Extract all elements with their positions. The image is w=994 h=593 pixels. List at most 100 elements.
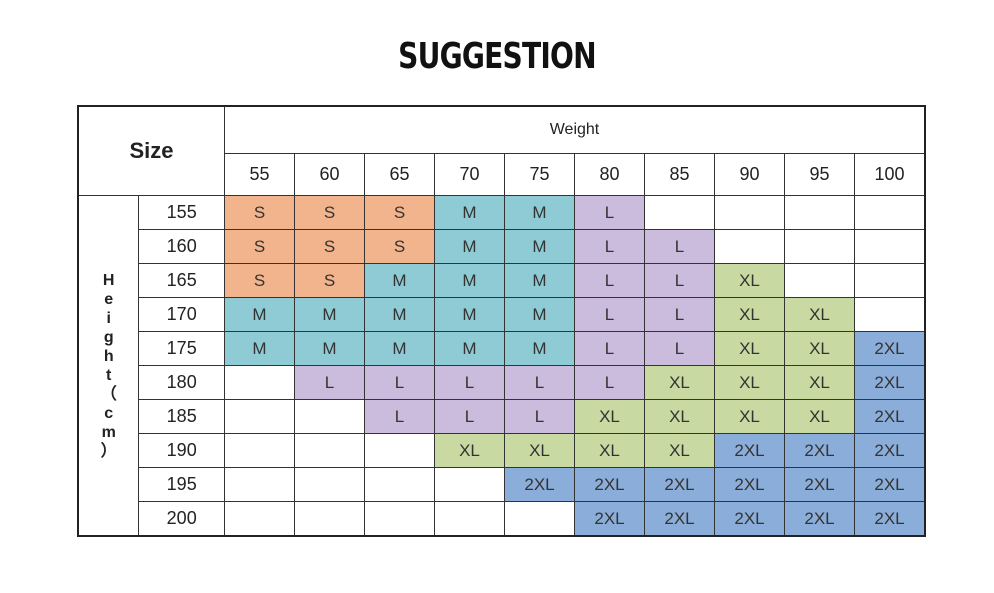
size-cell: XL: [714, 263, 785, 298]
size-cell: 2XL: [644, 467, 715, 502]
height-value: 195: [138, 467, 225, 502]
table-row: 170 M M M M M L L XL XL: [78, 297, 926, 332]
size-cell: [854, 297, 926, 332]
size-header: Size: [77, 105, 225, 196]
height-value: 155: [138, 195, 225, 230]
size-cell: M: [434, 263, 505, 298]
height-label-char: H: [102, 271, 115, 289]
weight-column-header: 70: [434, 153, 505, 196]
weight-column-header: 95: [784, 153, 855, 196]
size-cell: XL: [714, 365, 785, 400]
size-cell: [644, 195, 715, 230]
size-cell: L: [294, 365, 365, 400]
size-cell: L: [504, 365, 575, 400]
size-cell: S: [224, 229, 295, 264]
table-row: 200 2XL 2XL 2XL 2XL 2XL: [78, 501, 926, 537]
size-cell: M: [504, 195, 575, 230]
weight-column-header: 75: [504, 153, 575, 196]
size-cell: M: [434, 331, 505, 366]
size-cell: XL: [714, 331, 785, 366]
size-cell: XL: [784, 365, 855, 400]
size-cell: [364, 467, 435, 502]
size-cell: L: [504, 399, 575, 434]
height-label-char: （: [100, 385, 117, 403]
size-cell: L: [644, 297, 715, 332]
height-value: 170: [138, 297, 225, 332]
size-cell: XL: [784, 331, 855, 366]
size-cell: S: [294, 195, 365, 230]
size-cell: M: [364, 331, 435, 366]
size-cell: M: [364, 263, 435, 298]
height-label-char: i: [106, 309, 111, 327]
height-label-char: e: [104, 290, 114, 308]
size-cell: [504, 501, 575, 537]
weight-column-header: 90: [714, 153, 785, 196]
height-label-char: c: [104, 404, 114, 422]
size-cell: [224, 433, 295, 468]
size-cell: [714, 195, 785, 230]
size-cell: M: [224, 297, 295, 332]
height-label-char: g: [103, 328, 114, 346]
size-cell: XL: [714, 297, 785, 332]
size-cell: [294, 399, 365, 434]
size-cell: M: [434, 229, 505, 264]
table-row: 160 S S S M M L L: [78, 229, 926, 264]
size-cell: 2XL: [784, 501, 855, 537]
size-cell: [224, 365, 295, 400]
size-cell: S: [364, 229, 435, 264]
size-cell: [364, 501, 435, 537]
size-cell: M: [504, 297, 575, 332]
size-cell: L: [364, 399, 435, 434]
size-cell: XL: [784, 297, 855, 332]
size-cell: [784, 229, 855, 264]
size-cell: S: [294, 263, 365, 298]
size-cell: M: [434, 195, 505, 230]
size-cell: L: [364, 365, 435, 400]
table-row: 165 S S M M M L L XL: [78, 263, 926, 298]
size-cell: [294, 433, 365, 468]
size-cell: L: [574, 297, 645, 332]
size-cell: 2XL: [504, 467, 575, 502]
height-value: 190: [138, 433, 225, 468]
size-cell: S: [294, 229, 365, 264]
size-cell: 2XL: [574, 501, 645, 537]
size-cell: [224, 399, 295, 434]
height-value: 175: [138, 331, 225, 366]
size-cell: 2XL: [714, 467, 785, 502]
height-value: 185: [138, 399, 225, 434]
size-cell: L: [644, 263, 715, 298]
height-label-char: ）: [100, 442, 117, 460]
size-cell: 2XL: [854, 331, 926, 366]
size-cell: [224, 467, 295, 502]
size-cell: [784, 263, 855, 298]
size-cell: M: [434, 297, 505, 332]
size-cell: XL: [644, 399, 715, 434]
size-cell: XL: [644, 433, 715, 468]
height-value: 165: [138, 263, 225, 298]
size-cell: 2XL: [854, 501, 926, 537]
size-cell: [854, 195, 926, 230]
size-cell: L: [574, 331, 645, 366]
size-cell: XL: [574, 399, 645, 434]
weight-column-header: 100: [854, 153, 926, 196]
size-cell: 2XL: [714, 433, 785, 468]
table-row: 185 L L L XL XL XL XL 2XL: [78, 399, 926, 434]
size-cell: XL: [714, 399, 785, 434]
size-cell: 2XL: [784, 433, 855, 468]
size-cell: S: [224, 263, 295, 298]
size-cell: [434, 467, 505, 502]
size-cell: 2XL: [854, 399, 926, 434]
page-title: SUGGESTION: [398, 36, 596, 77]
table-row: 180 L L L L L XL XL XL 2XL: [78, 365, 926, 400]
size-cell: L: [434, 365, 505, 400]
size-cell: L: [434, 399, 505, 434]
size-cell: L: [644, 229, 715, 264]
size-cell: M: [294, 331, 365, 366]
size-cell: L: [574, 263, 645, 298]
size-cell: 2XL: [854, 433, 926, 468]
height-value: 180: [138, 365, 225, 400]
size-cell: M: [224, 331, 295, 366]
size-cell: S: [224, 195, 295, 230]
weight-column-header: 85: [644, 153, 715, 196]
size-cell: 2XL: [714, 501, 785, 537]
